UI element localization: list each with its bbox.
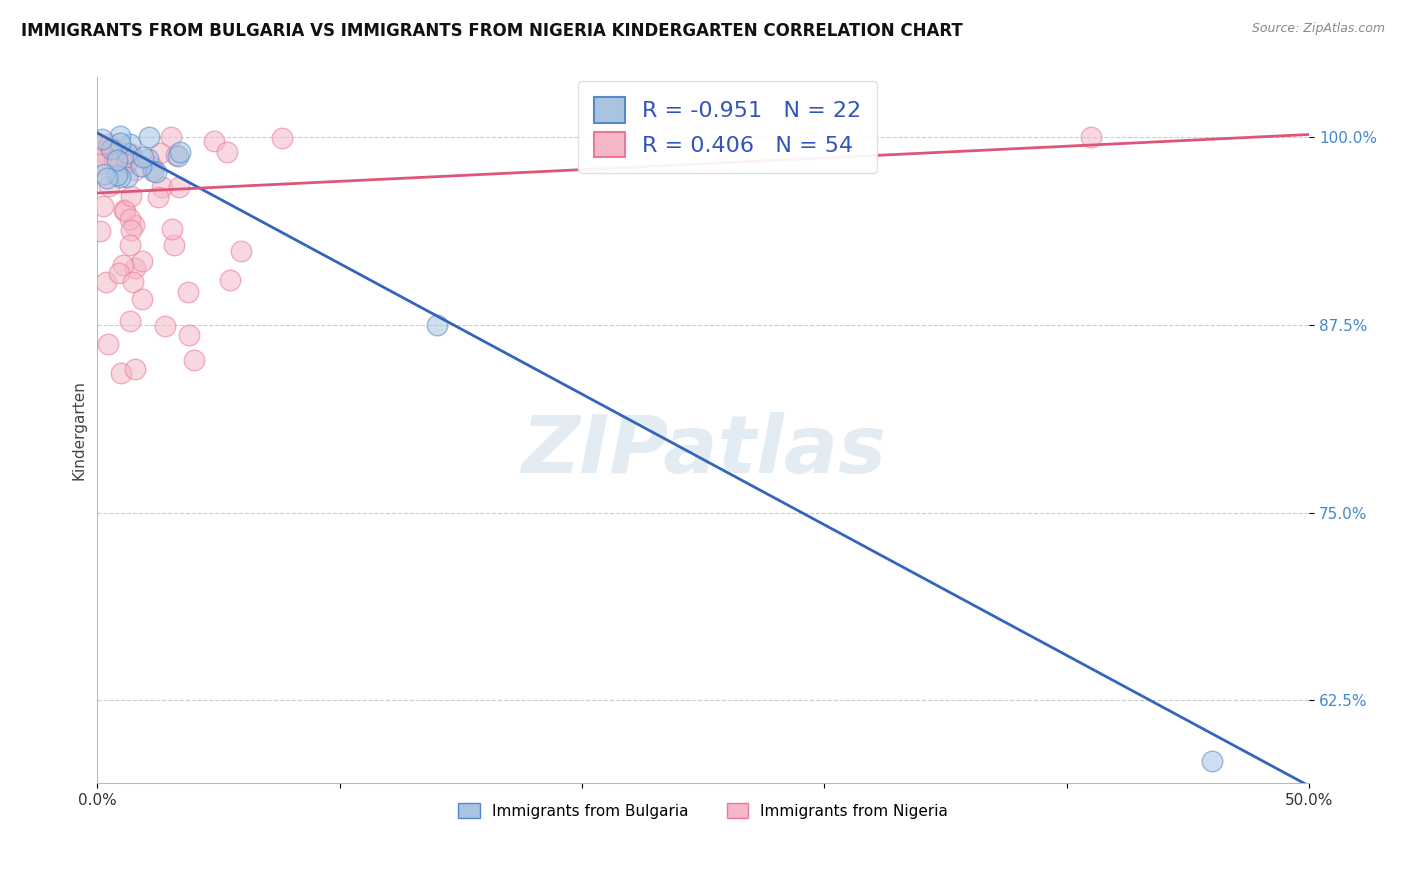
Point [177,285,200,299]
Text: ZIPatlas: ZIPatlas [520,412,886,491]
Point [96,275,118,289]
Point [167,180,190,194]
Point [114,159,136,173]
Point [120,223,142,237]
Point [155,319,177,334]
Point [110,366,132,380]
Point [103,153,125,168]
Point [115,145,138,160]
Point [108,136,131,150]
Point [1080,130,1102,145]
Point [105,168,128,182]
Point [98,178,121,193]
Point [167,149,190,163]
Point [111,258,134,272]
Point [114,204,136,219]
Point [96,171,118,186]
Point [93,167,115,181]
Point [90,144,112,158]
Point [120,146,142,161]
Point [124,260,146,275]
Text: IMMIGRANTS FROM BULGARIA VS IMMIGRANTS FROM NIGERIA KINDERGARTEN CORRELATION CHA: IMMIGRANTS FROM BULGARIA VS IMMIGRANTS F… [21,22,963,40]
Point [120,149,142,163]
Point [120,189,142,203]
Point [131,292,153,306]
Legend: Immigrants from Bulgaria, Immigrants from Nigeria: Immigrants from Bulgaria, Immigrants fro… [453,797,955,825]
Point [118,212,141,227]
Text: Source: ZipAtlas.com: Source: ZipAtlas.com [1251,22,1385,36]
Point [122,219,145,233]
Point [98,136,121,151]
Point [136,152,159,166]
Point [149,145,172,160]
Point [1201,754,1223,768]
Point [169,145,191,160]
Point [145,165,167,179]
Point [217,145,239,159]
Point [118,237,141,252]
Point [97,337,120,351]
Point [110,153,132,167]
Point [129,159,152,173]
Point [177,327,200,342]
Point [89,224,111,238]
Point [159,129,181,144]
Point [105,153,128,167]
Point [115,170,138,185]
Point [118,137,141,152]
Point [163,237,186,252]
Point [112,202,135,217]
Point [229,244,252,259]
Point [165,148,187,162]
Point [118,313,141,327]
Point [141,160,163,174]
Point [124,362,146,376]
Point [150,179,173,194]
Point [91,131,114,145]
Point [101,141,124,155]
Point [183,353,205,368]
Point [90,149,112,163]
Point [124,162,146,177]
Point [108,169,131,184]
Point [202,134,225,148]
Point [115,155,138,169]
Point [132,150,155,164]
Point [138,129,160,144]
Point [426,318,449,333]
Point [110,129,132,144]
Point [100,142,122,156]
Point [108,266,131,280]
Point [89,157,111,171]
Y-axis label: Kindergarten: Kindergarten [72,380,86,480]
Point [90,137,112,152]
Point [271,131,294,145]
Point [141,163,163,178]
Point [91,199,114,213]
Point [122,275,145,289]
Point [131,253,153,268]
Point [148,190,170,204]
Point [218,273,240,287]
Point [160,222,183,236]
